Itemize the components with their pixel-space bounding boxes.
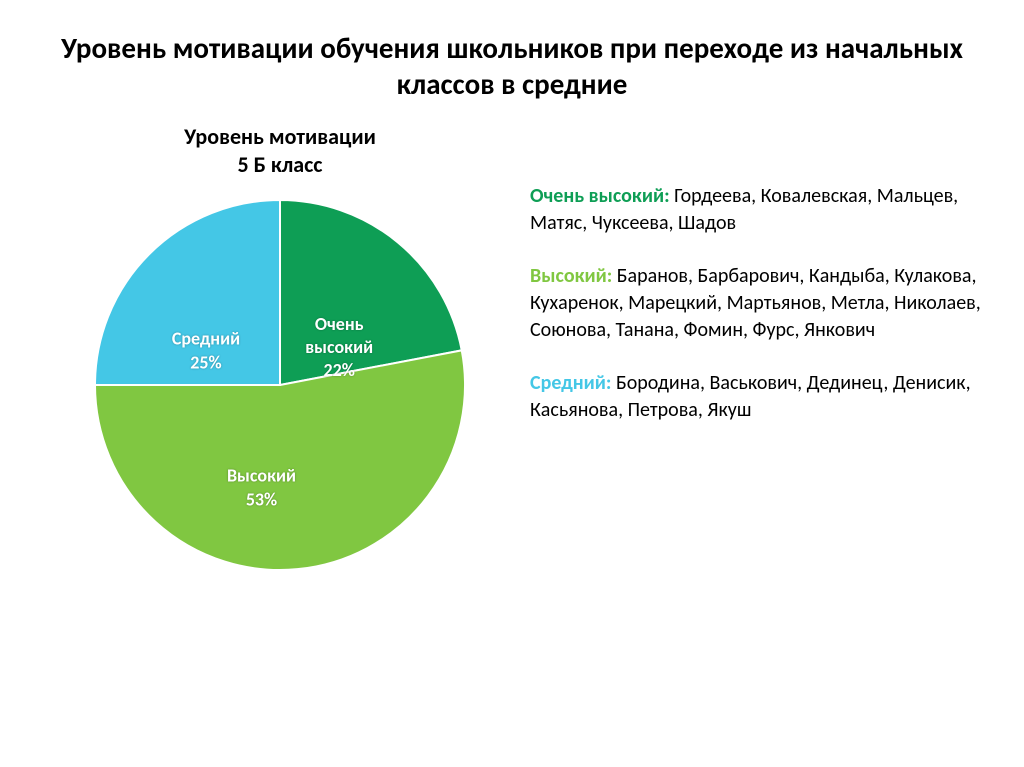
page-title: Уровень мотивации обучения школьников пр… <box>0 0 1024 113</box>
chart-area: Уровень мотивации5 Б класс Оченьвысокий2… <box>40 123 520 570</box>
legend-area: Очень высокий: Гордеева, Ковалевская, Ма… <box>520 123 984 570</box>
pie-chart: Оченьвысокий22% Высокий53% Средний25% <box>95 200 465 570</box>
legend-group: Средний: Бородина, Васькович, Дединец, Д… <box>530 370 984 424</box>
legend-key: Очень высокий: <box>530 184 670 208</box>
legend-group: Очень высокий: Гордеева, Ковалевская, Ма… <box>530 183 984 237</box>
legend-key: Средний: <box>530 371 611 395</box>
content-area: Уровень мотивации5 Б класс Оченьвысокий2… <box>0 113 1024 570</box>
pie-slice-label: Оченьвысокий22% <box>305 313 373 383</box>
pie-slice-label: Высокий53% <box>227 465 296 512</box>
legend-key: Высокий: <box>530 264 612 288</box>
pie-slice-label: Средний25% <box>172 328 240 375</box>
legend-group: Высокий: Баранов, Барбарович, Кандыба, К… <box>530 263 984 344</box>
pie-svg <box>95 200 465 570</box>
chart-title: Уровень мотивации5 Б класс <box>184 123 376 180</box>
